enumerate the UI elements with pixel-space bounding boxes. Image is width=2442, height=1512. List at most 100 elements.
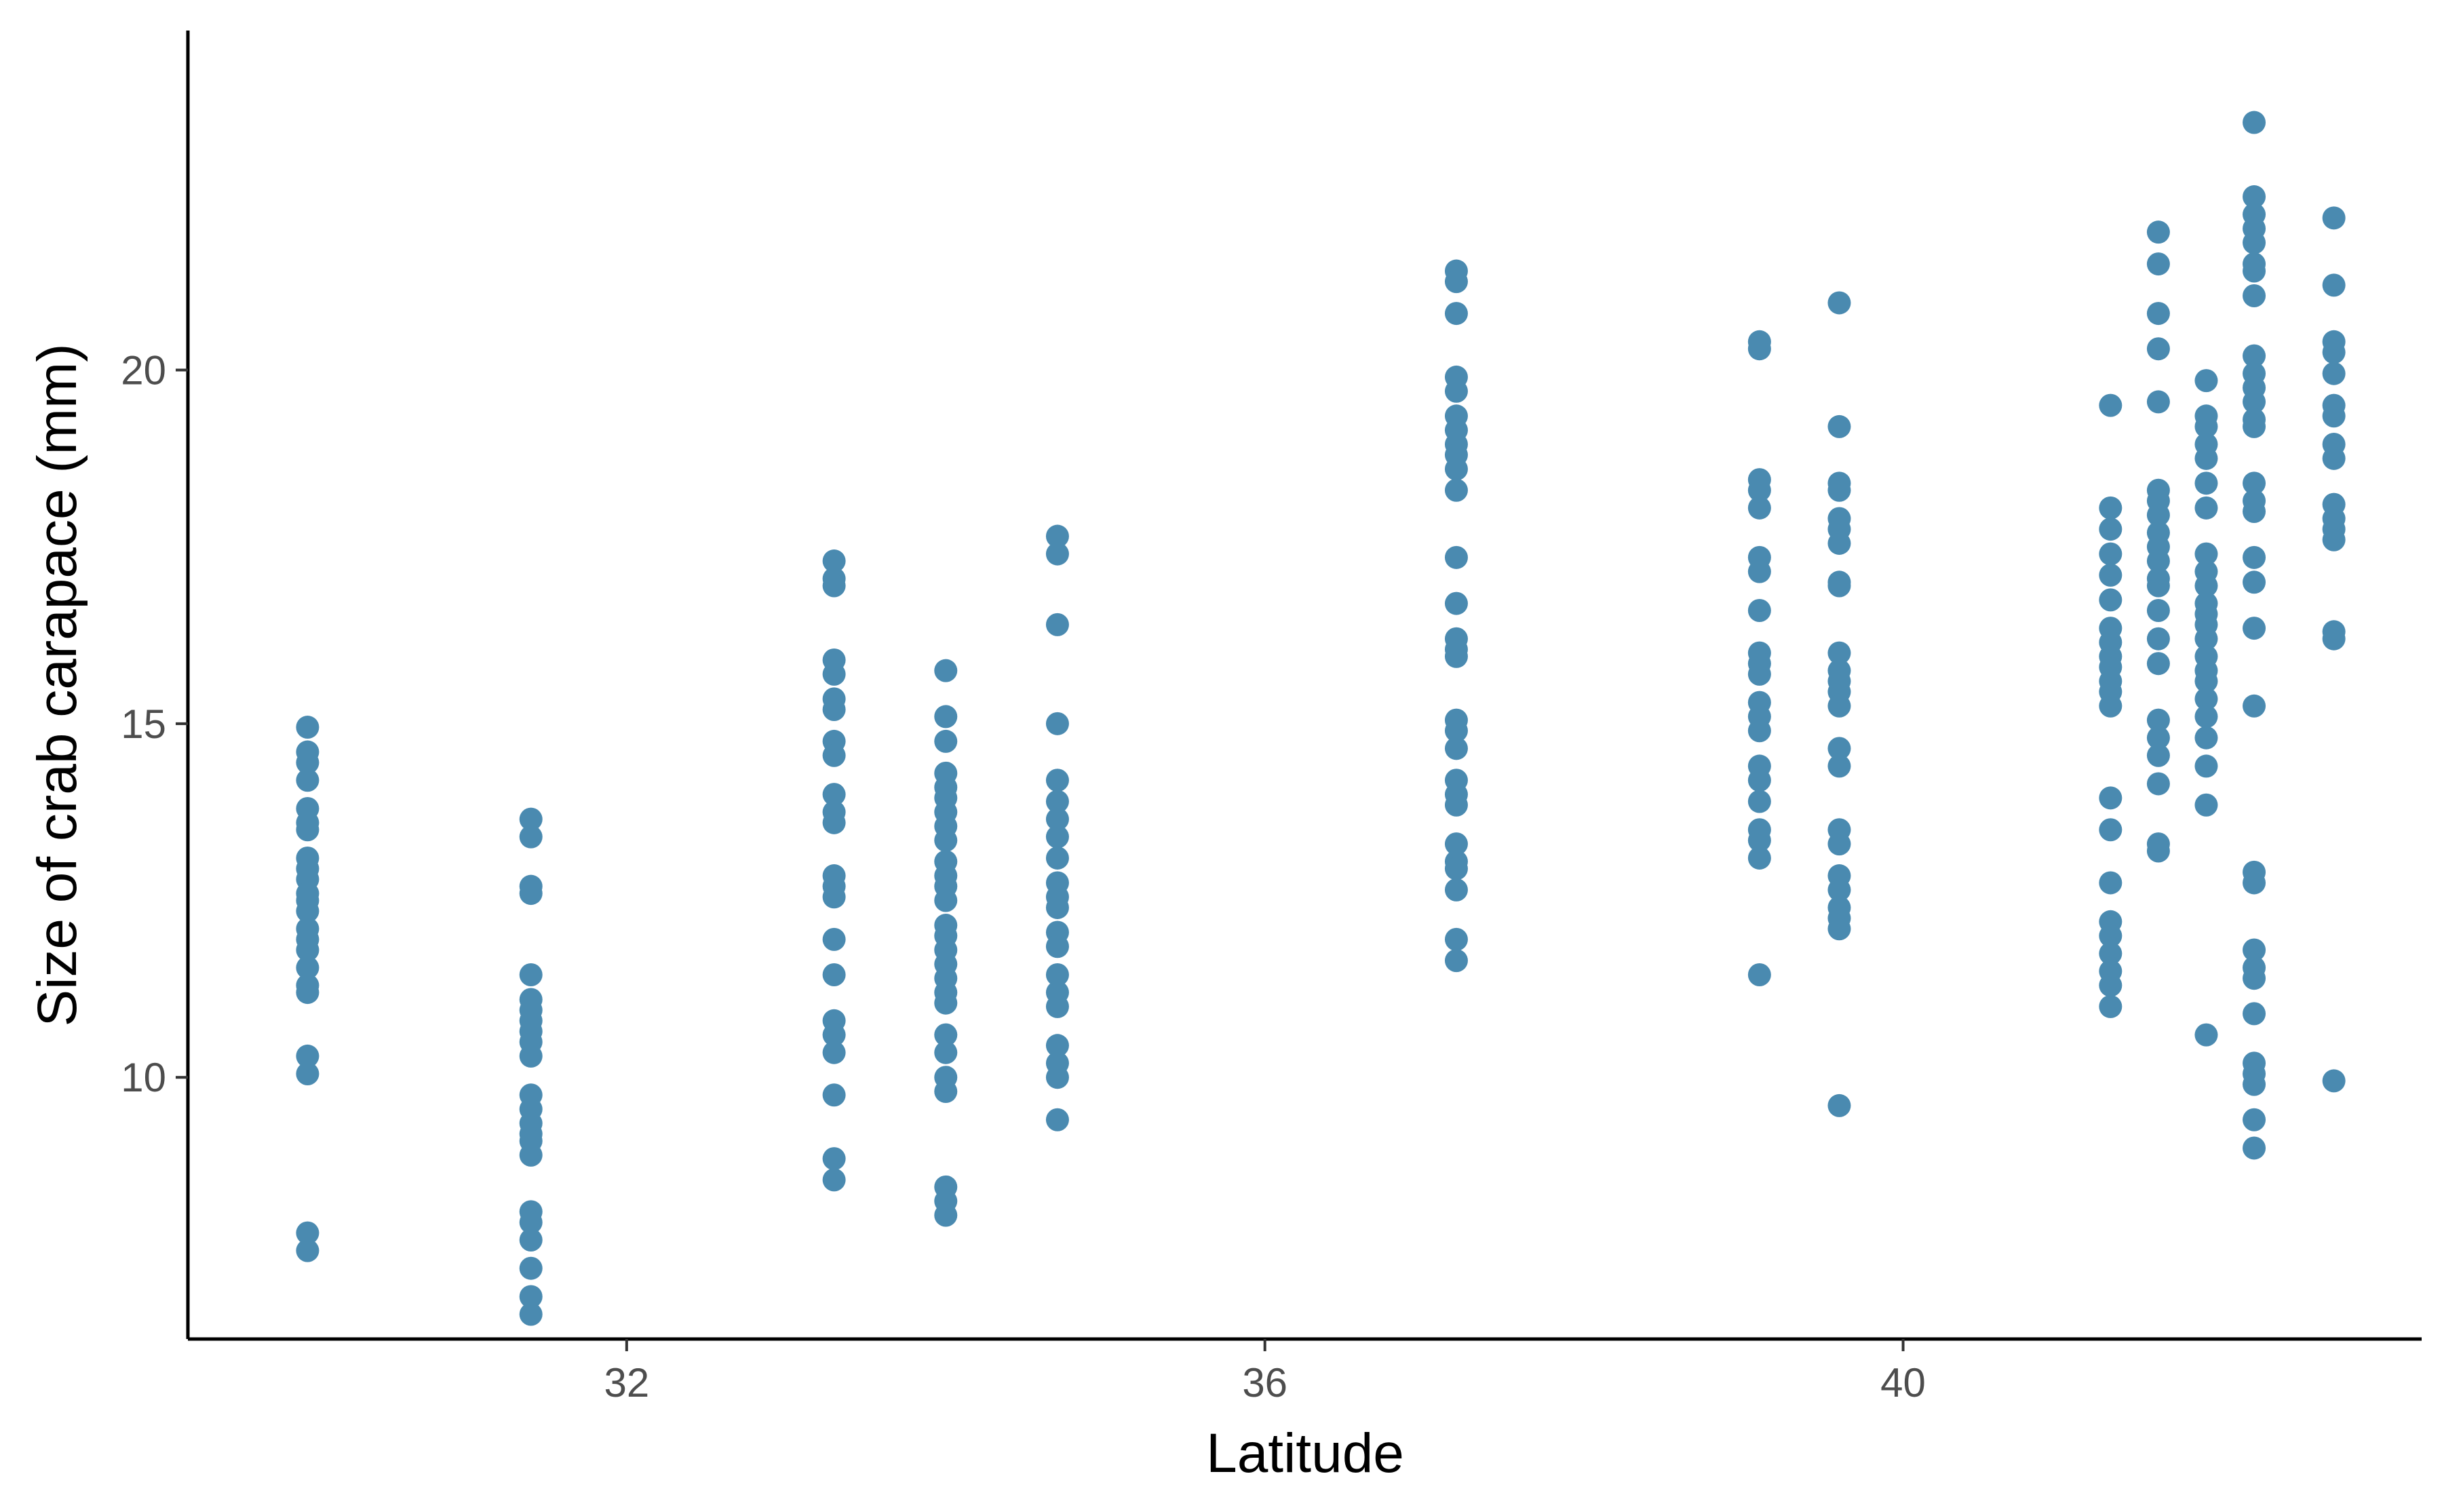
data-point (822, 1083, 846, 1107)
data-point (296, 981, 319, 1005)
data-point (822, 1023, 846, 1047)
data-point (2146, 839, 2170, 863)
data-point (822, 549, 846, 573)
data-point (934, 1203, 958, 1227)
data-point (822, 1147, 846, 1171)
data-point (1444, 927, 1468, 951)
data-point (2243, 111, 2266, 134)
data-point (822, 1041, 846, 1064)
data-point (519, 807, 543, 831)
data-point (934, 1080, 958, 1104)
data-point (2194, 471, 2218, 495)
data-point (822, 662, 846, 686)
data-point (1747, 662, 1771, 686)
data-point (822, 885, 846, 909)
data-point (2243, 390, 2266, 414)
data-point (2243, 570, 2266, 594)
data-point (1444, 478, 1468, 502)
data-point (822, 697, 846, 721)
data-point (519, 825, 543, 849)
data-point (2243, 344, 2266, 368)
data-point (2194, 369, 2218, 393)
data-point (1444, 949, 1468, 973)
data-point (2194, 670, 2218, 693)
data-point (2099, 973, 2123, 997)
data-point (1827, 291, 1851, 315)
data-point (2243, 500, 2266, 524)
data-point (519, 1285, 543, 1309)
data-point (1045, 712, 1069, 735)
data-point (1045, 524, 1069, 548)
data-point (1747, 769, 1771, 792)
x-tick-label: 32 (604, 1360, 649, 1406)
data-point (296, 769, 319, 792)
data-point (934, 889, 958, 912)
data-point (1444, 737, 1468, 760)
data-point (1747, 846, 1771, 870)
data-point (934, 1041, 958, 1064)
y-tick-label: 20 (121, 347, 166, 393)
data-point (1045, 807, 1069, 831)
data-point (2243, 231, 2266, 254)
data-point (296, 818, 319, 842)
data-point (1045, 769, 1069, 792)
data-point (1747, 496, 1771, 520)
data-point (1444, 832, 1468, 856)
data-point (822, 963, 846, 987)
data-point (1045, 935, 1069, 958)
y-tick-label: 15 (121, 701, 166, 747)
data-point (2099, 393, 2123, 417)
data-point (934, 659, 958, 682)
data-point (2099, 818, 2123, 842)
data-point (822, 743, 846, 767)
data-point (2146, 772, 2170, 796)
data-point (2146, 627, 2170, 651)
data-point (2099, 786, 2123, 810)
data-point (2099, 994, 2123, 1018)
data-point (2322, 273, 2346, 297)
data-point (1045, 825, 1069, 849)
data-point (1444, 302, 1468, 326)
data-point (2194, 793, 2218, 817)
data-point (822, 1168, 846, 1192)
data-point (2146, 302, 2170, 326)
data-point (2146, 503, 2170, 527)
data-point (1827, 414, 1851, 438)
data-point (2194, 726, 2218, 750)
data-point (2322, 206, 2346, 230)
data-point (2194, 705, 2218, 729)
data-point (519, 963, 543, 987)
data-point (2194, 574, 2218, 598)
data-point (2146, 252, 2170, 276)
data-point (1045, 1034, 1069, 1058)
data-point (2194, 1023, 2218, 1047)
data-point (2099, 496, 2123, 520)
data-point (2146, 574, 2170, 598)
data-point (934, 705, 958, 729)
data-point (1827, 1093, 1851, 1117)
data-point (2194, 754, 2218, 778)
y-tick-label: 10 (121, 1055, 166, 1100)
data-point (1747, 337, 1771, 361)
data-point (2099, 542, 2123, 566)
data-point (2322, 1069, 2346, 1093)
data-point (1827, 478, 1851, 502)
data-point (296, 938, 319, 962)
data-point (2243, 938, 2266, 962)
data-point (1827, 878, 1851, 902)
data-point (519, 1044, 543, 1068)
data-point (2243, 1002, 2266, 1026)
x-tick-label: 40 (1880, 1360, 1926, 1406)
data-point (519, 882, 543, 906)
data-point (2243, 471, 2266, 495)
data-point (2146, 743, 2170, 767)
data-point (822, 811, 846, 834)
data-point (2322, 341, 2346, 364)
data-point (2243, 1136, 2266, 1160)
data-point (2243, 545, 2266, 569)
data-point (822, 927, 846, 951)
data-point (2146, 220, 2170, 244)
data-point (2243, 967, 2266, 990)
